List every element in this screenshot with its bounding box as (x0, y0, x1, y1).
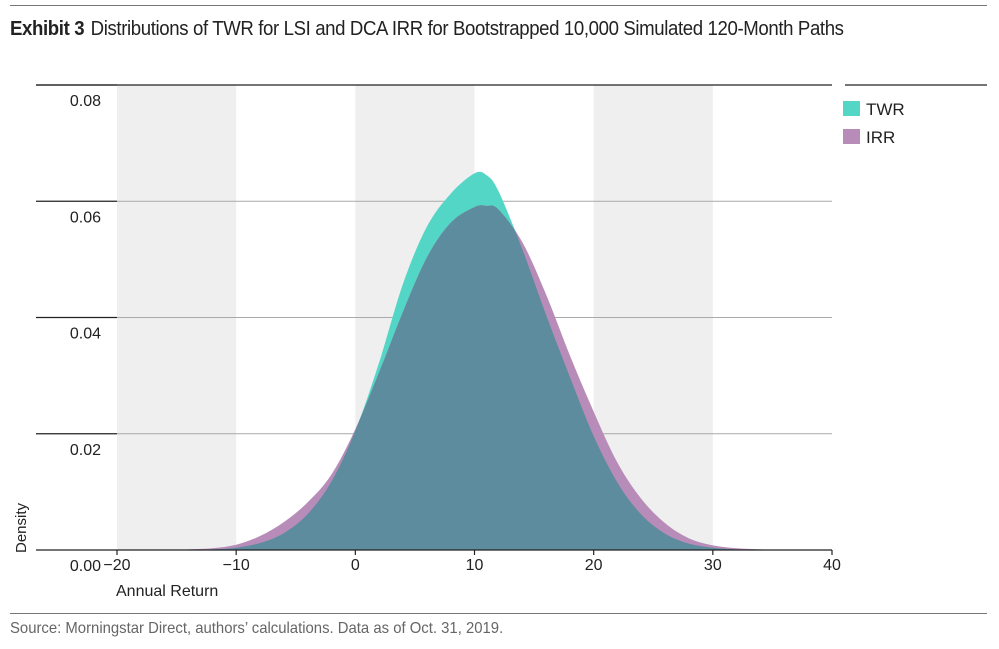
top-rule (10, 5, 987, 6)
x-axis-label: Annual Return (116, 583, 218, 600)
bottom-rule (10, 613, 987, 614)
tick-labels: −20 −10 0 10 20 30 40 0.08 0.06 0.04 0.02 0.00 (70, 93, 841, 575)
y-tick-label: 0.00 (70, 558, 101, 575)
density-chart: −20 −10 0 10 20 30 40 0.08 0.06 0.04 0.02 0.00 Dens… (13, 84, 987, 600)
legend-swatch-twr (843, 101, 860, 116)
x-tick-label: 30 (704, 557, 722, 574)
legend-label-irr: IRR (866, 128, 895, 147)
axes (36, 84, 833, 555)
chart-title-text: Distributions of TWR for LSI and DCA IRR… (90, 18, 844, 40)
y-tick-label: 0.06 (70, 209, 101, 226)
y-tick-label: 0.04 (70, 326, 101, 343)
x-tick-label: 40 (823, 557, 841, 574)
source-note: Source: Morningstar Direct, authors’ cal… (10, 620, 504, 637)
y-tick-label: 0.08 (70, 93, 101, 110)
legend-swatch-irr (843, 129, 860, 144)
x-tick-label: 20 (585, 557, 603, 574)
density-areas (188, 171, 809, 551)
legend-label-twr: TWR (866, 100, 905, 119)
area-overlap (188, 205, 809, 550)
x-tick-label: 0 (351, 557, 360, 574)
y-tick-label: 0.02 (70, 442, 101, 459)
chart-title: Exhibit 3 Distributions of TWR for LSI an… (10, 15, 844, 43)
x-tick-label: 10 (466, 557, 484, 574)
y-axis-label: Density (13, 502, 30, 553)
exhibit-label: Exhibit 3 (10, 18, 85, 40)
x-tick-label: −10 (223, 557, 250, 574)
x-tick-label: −20 (103, 557, 130, 574)
legend: TWR IRR (843, 84, 987, 147)
